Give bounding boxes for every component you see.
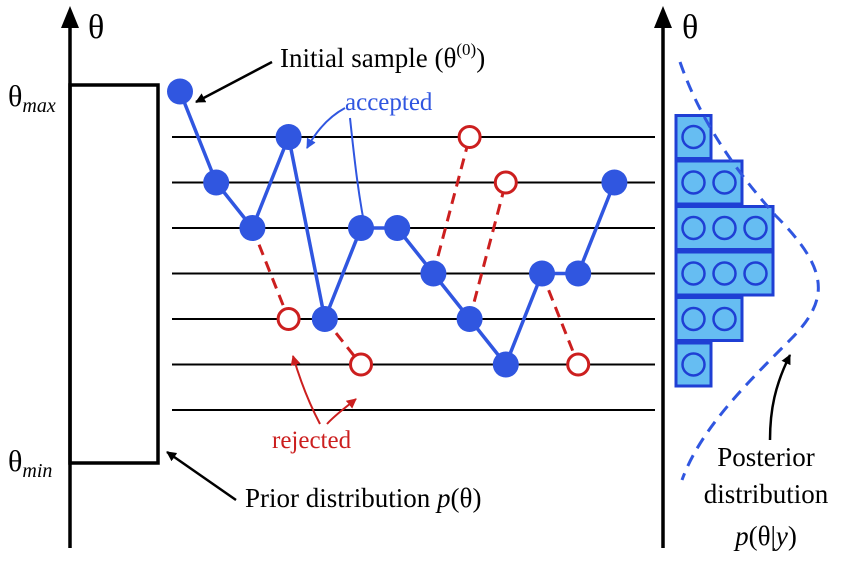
left-axis-arrowhead	[61, 6, 79, 28]
theta-max-label: θmax	[8, 80, 56, 117]
initial-sample-label: Initial sample (θ(0))	[280, 40, 485, 73]
accepted-sample-dot	[239, 215, 266, 241]
chain-segment	[286, 136, 327, 320]
right-axis	[654, 6, 672, 548]
accepted-label: accepted	[345, 89, 433, 116]
prior-distribution-box	[68, 83, 160, 465]
accepted-sample-dot	[601, 169, 628, 196]
rejected-proposal-line	[540, 272, 580, 366]
prior-arrow	[166, 450, 237, 502]
rejected-proposal-line	[468, 182, 508, 320]
accepted-sample-dot	[311, 306, 338, 332]
left-axis-label: θ	[88, 9, 104, 46]
initial-sample-arrow	[195, 60, 273, 104]
histogram-sample-circle	[712, 306, 737, 332]
histogram-sample-circle	[681, 215, 706, 241]
posterior-label-formula: p(θ|y)	[733, 521, 797, 551]
theta-min-label: θmin	[8, 445, 52, 482]
accepted-sample-dot	[167, 78, 193, 105]
chain-segment	[576, 181, 617, 275]
accepted-sample-dot	[529, 260, 555, 287]
accepted-arrow-2	[349, 117, 371, 239]
right-axis-arrowhead	[654, 6, 672, 28]
posterior-label-line1: Posterior	[717, 442, 815, 472]
accepted-sample-dot	[456, 306, 483, 332]
histogram-sample-circle	[743, 261, 768, 286]
rejected-sample-circle	[457, 125, 482, 149]
histogram-sample-circle	[681, 124, 706, 150]
right-axis-label: θ	[682, 9, 698, 46]
rejected-sample-circle	[349, 352, 373, 377]
accepted-sample-dot	[348, 215, 374, 241]
posterior-curve	[678, 61, 820, 481]
rejected-sample-circle	[493, 170, 518, 195]
histogram-sample-circle	[712, 215, 737, 241]
histogram-sample-circle	[681, 306, 706, 332]
accepted-samples	[167, 78, 628, 378]
histogram-bar	[674, 159, 744, 206]
histogram-bar	[674, 250, 775, 297]
rejected-sample-circle	[276, 307, 301, 331]
chain-segment	[323, 227, 363, 320]
histogram-sample-circle	[743, 215, 768, 241]
accepted-sample-dot	[420, 260, 447, 287]
accepted-arrow-1	[306, 107, 346, 149]
rejected-sample-circle	[566, 352, 591, 377]
histogram-sample-circle	[712, 261, 737, 286]
accepted-sample-dot	[492, 351, 519, 378]
accepted-sample-dot	[275, 124, 302, 150]
rejected-arrow-2	[326, 398, 357, 425]
rejected-arrow-1	[290, 355, 321, 425]
rejected-label: rejected	[272, 427, 352, 454]
histogram-sample-circle	[681, 170, 706, 195]
rejected-samples	[276, 125, 591, 377]
histogram-bar	[674, 296, 744, 342]
chain-segment	[178, 90, 218, 184]
posterior-arrow	[768, 354, 792, 441]
rejected-proposal-line	[251, 227, 290, 320]
posterior-label-line2: distribution	[704, 479, 829, 509]
prior-label: Prior distribution p(θ)	[245, 483, 481, 513]
chain-segment	[250, 136, 291, 229]
chain-segment	[504, 272, 544, 366]
accepted-sample-dot	[565, 260, 592, 287]
histogram-sample-circle	[681, 352, 706, 377]
posterior-histogram	[674, 114, 775, 388]
histogram-sample-circle	[712, 170, 737, 195]
histogram-bar	[674, 205, 775, 251]
histogram-sample-circle	[681, 261, 706, 286]
accepted-sample-dot	[384, 215, 411, 241]
rejected-proposal-line	[431, 136, 472, 274]
accepted-sample-dot	[203, 169, 230, 196]
